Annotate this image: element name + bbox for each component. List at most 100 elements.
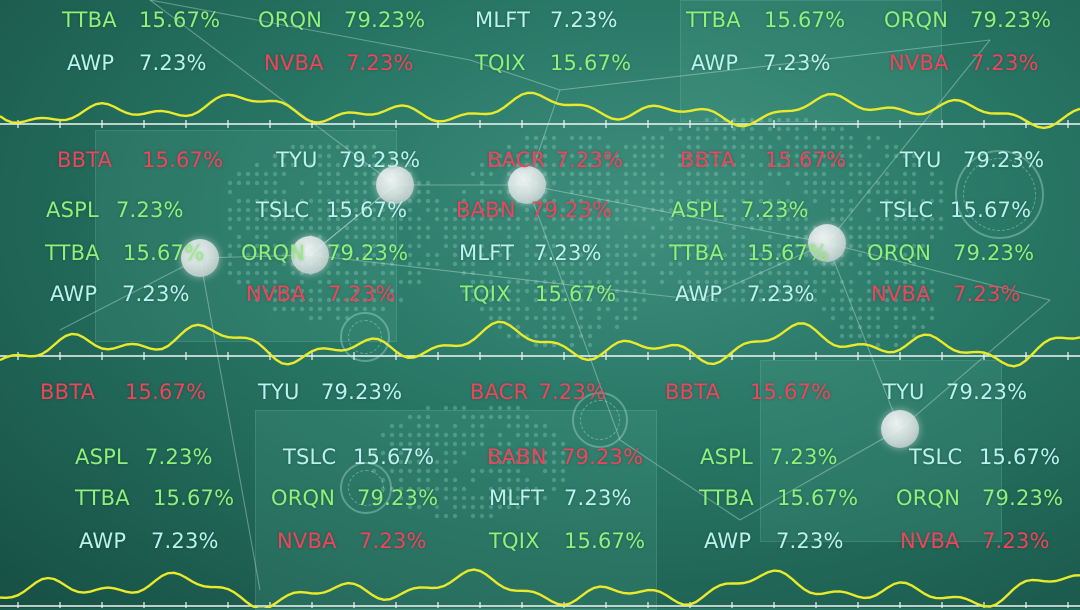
- ticker-value: 15.67%: [123, 241, 205, 265]
- ticker-symbol: TSLC: [256, 198, 310, 222]
- ticker-symbol: TYU: [258, 380, 300, 404]
- ticker-symbol: BABN: [456, 198, 516, 222]
- ticker-awp: AWP 7.23%: [50, 282, 190, 306]
- ticker-symbol: TSLC: [909, 445, 963, 469]
- ticker-symbol: MLFT: [459, 241, 515, 265]
- ticker-value: 7.23%: [359, 529, 427, 553]
- ticker-nvba: NVBA 7.23%: [900, 529, 1050, 553]
- ticker-symbol: TSLC: [283, 445, 337, 469]
- ticker-value: 15.67%: [139, 8, 221, 32]
- ticker-symbol: BBTA: [680, 148, 736, 172]
- ticker-symbol: NVBA: [246, 282, 306, 306]
- ticker-tyu: TYU 79.23%: [900, 148, 1044, 172]
- ticker-aspl: ASPL 7.23%: [46, 198, 184, 222]
- ticker-value: 7.23%: [139, 51, 207, 75]
- ticker-value: 15.67%: [550, 51, 632, 75]
- waveform: [0, 91, 1080, 130]
- ticker-value: 79.23%: [357, 486, 439, 510]
- ticker-symbol: AWP: [50, 282, 98, 306]
- ticker-nvba: NVBA 7.23%: [264, 51, 414, 75]
- ticker-bbta: BBTA 15.67%: [680, 148, 846, 172]
- hud-ring: [955, 150, 1044, 239]
- ticker-symbol: MLFT: [489, 486, 545, 510]
- ticker-symbol: ASPL: [700, 445, 753, 469]
- ticker-value: 7.23%: [747, 282, 815, 306]
- ticker-value: 7.23%: [564, 486, 632, 510]
- ticker-ttba: TTBA 15.67%: [45, 241, 204, 265]
- ticker-value: 7.23%: [328, 282, 396, 306]
- ticker-value: 7.23%: [741, 198, 809, 222]
- ticker-symbol: ORQN: [884, 8, 949, 32]
- ticker-symbol: ASPL: [46, 198, 99, 222]
- ticker-value: 79.23%: [970, 8, 1052, 32]
- ticker-bbta: BBTA 15.67%: [57, 148, 223, 172]
- ticker-awp: AWP 7.23%: [79, 529, 219, 553]
- ticker-value: 79.23%: [963, 148, 1045, 172]
- ticker-bacr: BACR 7.23%: [487, 148, 623, 172]
- bg-panel-mid: [95, 130, 397, 342]
- ticker-nvba: NVBA 7.23%: [246, 282, 396, 306]
- ticker-ttba: TTBA 15.67%: [669, 241, 828, 265]
- ticker-tslc: TSLC 15.67%: [283, 445, 434, 469]
- ticker-value: 15.67%: [326, 198, 408, 222]
- ticker-symbol: NVBA: [277, 529, 337, 553]
- ticker-symbol: TQIX: [475, 51, 526, 75]
- hud-ring: [340, 312, 390, 362]
- ticker-value: 15.67%: [777, 486, 859, 510]
- ticker-bbta: BBTA 15.67%: [40, 380, 206, 404]
- ticker-value: 7.23%: [982, 529, 1050, 553]
- ticker-symbol: AWP: [675, 282, 723, 306]
- ticker-symbol: MLFT: [475, 8, 531, 32]
- ticker-symbol: ASPL: [75, 445, 128, 469]
- waveform: [0, 320, 1080, 368]
- ticker-symbol: TYU: [276, 148, 318, 172]
- ticker-value: 7.23%: [534, 241, 602, 265]
- ticker-orqn: ORQN 79.23%: [271, 486, 438, 510]
- ticker-ttba: TTBA 15.67%: [699, 486, 858, 510]
- ticker-value: 7.23%: [763, 51, 831, 75]
- network-lines: [59, 0, 1051, 591]
- ticker-value: 79.23%: [982, 486, 1064, 510]
- ticker-symbol: BACR: [487, 148, 546, 172]
- ticker-symbol: BBTA: [40, 380, 96, 404]
- ticker-symbol: NVBA: [900, 529, 960, 553]
- ticker-value: 79.23%: [344, 8, 426, 32]
- hud-ring: [340, 462, 392, 514]
- ticker-value: 7.23%: [971, 51, 1039, 75]
- ticker-nvba: NVBA 7.23%: [277, 529, 427, 553]
- ticker-ttba: TTBA 15.67%: [686, 8, 845, 32]
- ticker-tyu: TYU 79.23%: [883, 380, 1027, 404]
- ticker-value: 15.67%: [564, 529, 646, 553]
- network-node: [881, 410, 919, 448]
- network-node: [291, 236, 329, 274]
- ticker-value: 7.23%: [346, 51, 414, 75]
- chart-axes: [0, 120, 1080, 608]
- ticker-symbol: ORQN: [271, 486, 336, 510]
- network-node: [181, 239, 219, 277]
- ticker-value: 79.23%: [321, 380, 403, 404]
- ticker-symbol: AWP: [691, 51, 739, 75]
- ticker-tyu: TYU 79.23%: [276, 148, 420, 172]
- ticker-symbol: AWP: [67, 51, 115, 75]
- ticker-symbol: AWP: [704, 529, 752, 553]
- ticker-value: 7.23%: [145, 445, 213, 469]
- ticker-symbol: NVBA: [264, 51, 324, 75]
- ticker-value: 15.67%: [950, 198, 1032, 222]
- ticker-value: 7.23%: [550, 8, 618, 32]
- ticker-symbol: ORQN: [896, 486, 961, 510]
- ticker-symbol: TTBA: [699, 486, 754, 510]
- ticker-tqix: TQIX 15.67%: [475, 51, 631, 75]
- hud-ring: [572, 392, 628, 448]
- ticker-symbol: ORQN: [241, 241, 306, 265]
- ticker-babn: BABN 79.23%: [456, 198, 612, 222]
- ticker-symbol: BBTA: [57, 148, 113, 172]
- ticker-awp: AWP 7.23%: [67, 51, 207, 75]
- ticker-nvba: NVBA 7.23%: [871, 282, 1021, 306]
- ticker-value: 15.67%: [750, 380, 832, 404]
- ticker-symbol: BBTA: [665, 380, 721, 404]
- ticker-bbta: BBTA 15.67%: [665, 380, 831, 404]
- ticker-orqn: ORQN 79.23%: [867, 241, 1034, 265]
- ticker-symbol: TTBA: [62, 8, 117, 32]
- ticker-orqn: ORQN 79.23%: [884, 8, 1051, 32]
